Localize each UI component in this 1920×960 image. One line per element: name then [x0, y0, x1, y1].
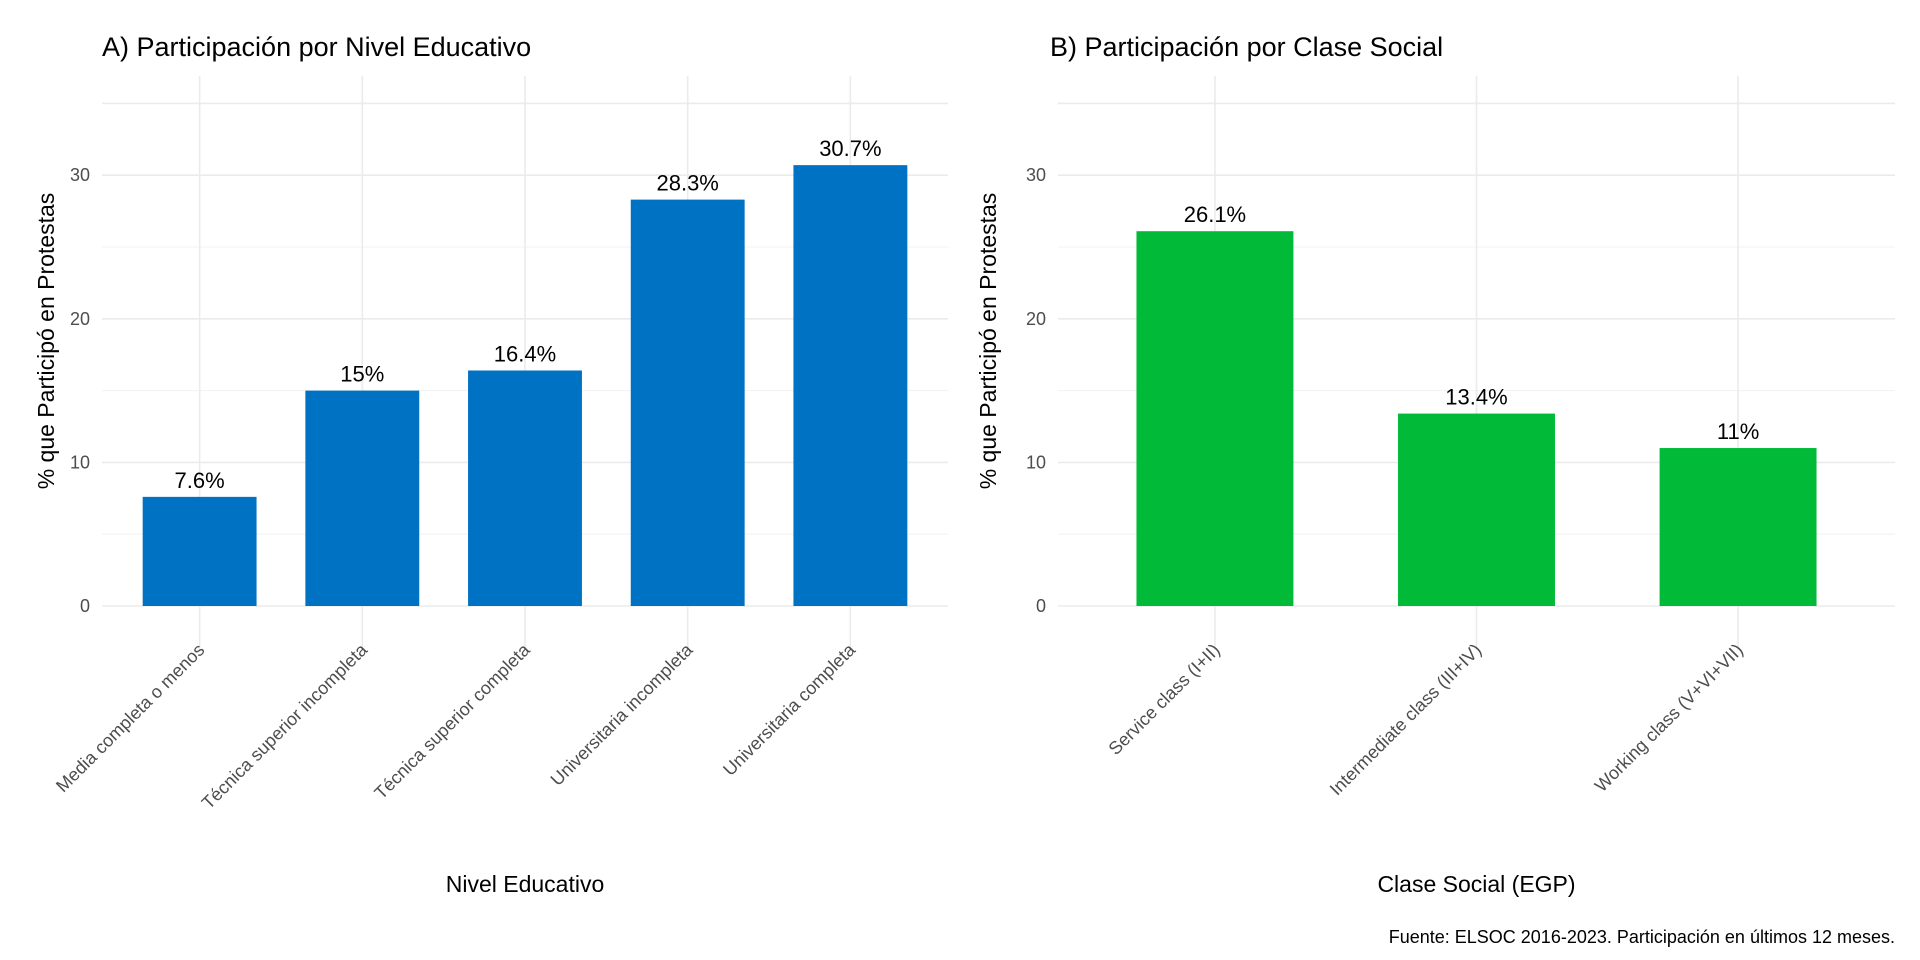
- y-tick-label: 0: [1036, 596, 1046, 616]
- bar: [1398, 413, 1555, 606]
- bar-value-label: 11%: [1717, 419, 1759, 444]
- x-tick-label: Técnica superior completa: [370, 639, 534, 803]
- x-tick-label: Media completa o menos: [52, 640, 208, 796]
- bar-value-label: 15%: [340, 362, 384, 387]
- x-tick-label: Universitaria completa: [719, 639, 860, 780]
- y-tick-label: 0: [80, 596, 90, 616]
- bar-value-label: 13.4%: [1445, 385, 1507, 410]
- bar: [1659, 448, 1817, 606]
- bar-value-label: 26.1%: [1184, 202, 1246, 227]
- bar-value-label: 7.6%: [175, 468, 225, 493]
- y-axis-title: % que Participó en Protestas: [975, 193, 1001, 490]
- bar: [793, 165, 908, 606]
- x-tick-label: Service class (I+II): [1105, 640, 1224, 759]
- x-tick-label: Técnica superior incompleta: [198, 639, 372, 813]
- panel-b: 0 10 20 30 26.1% Service class (I+II) 13.4% Int…: [975, 32, 1895, 897]
- bar: [1136, 231, 1294, 607]
- panel-title: A) Participación por Nivel Educativo: [102, 32, 531, 62]
- x-tick-label: Universitaria incompleta: [547, 639, 698, 790]
- x-tick-label: Working class (V+VI+VII): [1591, 640, 1747, 796]
- y-tick-label: 30: [1026, 165, 1046, 185]
- y-axis-title: % que Participó en Protestas: [33, 193, 59, 490]
- y-tick-label: 10: [1026, 452, 1046, 472]
- bar: [630, 199, 745, 606]
- bar: [468, 370, 582, 606]
- y-tick-label: 30: [70, 165, 90, 185]
- bar-value-label: 28.3%: [656, 171, 718, 196]
- x-axis-title: Nivel Educativo: [446, 871, 605, 897]
- x-axis-title: Clase Social (EGP): [1377, 871, 1575, 897]
- bar-value-label: 16.4%: [494, 341, 556, 366]
- y-tick-label: 10: [70, 452, 90, 472]
- y-tick-label: 20: [1026, 309, 1046, 329]
- caption: Fuente: ELSOC 2016-2023. Participación e…: [1389, 927, 1895, 947]
- panel-title: B) Participación por Clase Social: [1050, 32, 1443, 62]
- x-tick-label: Intermediate class (III+IV): [1326, 640, 1486, 800]
- y-tick-label: 20: [70, 309, 90, 329]
- bar-value-label: 30.7%: [819, 136, 881, 161]
- panel-a: 0 10 20 30 7.6% Media completa o menos 15% Técn…: [33, 32, 948, 897]
- bar: [305, 390, 420, 606]
- bar: [142, 496, 257, 606]
